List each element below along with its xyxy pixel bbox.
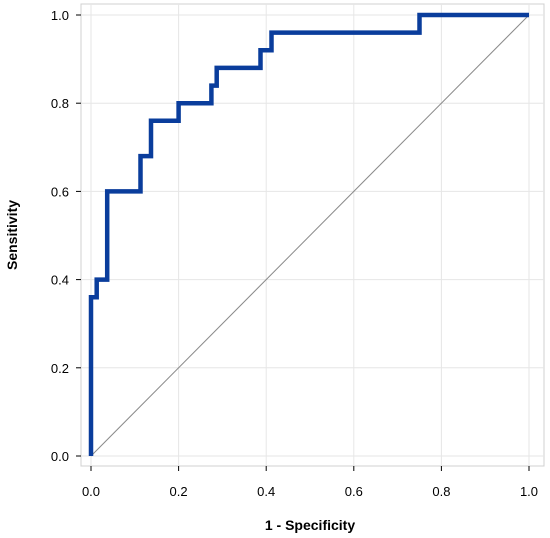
x-tick-label: 0.8 (432, 484, 450, 499)
y-tick-label: 0.8 (51, 96, 69, 111)
reference-line (90, 14, 530, 457)
reference-diagonal (90, 14, 530, 457)
y-axis-title: Sensitivity (4, 200, 20, 270)
x-axis-title: 1 - Specificity (265, 517, 355, 533)
y-tick-label: 0.2 (51, 361, 69, 376)
y-tick-label: 1.0 (51, 8, 69, 23)
x-tick-label: 0.6 (345, 484, 363, 499)
y-tick-label: 0.4 (51, 273, 69, 288)
plot-area (80, 3, 545, 467)
x-tick-label: 0.4 (257, 484, 275, 499)
x-tick-label: 0.0 (82, 484, 100, 499)
y-tick-label: 0.6 (51, 184, 69, 199)
x-tick-label: 1.0 (520, 484, 538, 499)
roc-curve (88, 12, 529, 456)
series (88, 12, 529, 456)
axes: 0.0 0.2 0.4 0.6 0.8 1.0 0.0 0.2 0.4 0.6 0.8 1.0 (51, 8, 538, 499)
y-tick-label: 0.0 (51, 449, 69, 464)
x-tick-label: 0.2 (170, 484, 188, 499)
axis-titles: 1 - Specificity Sensitivity (4, 200, 355, 533)
